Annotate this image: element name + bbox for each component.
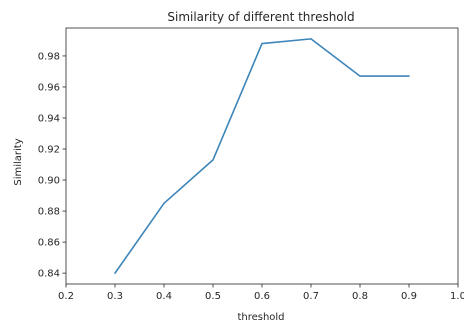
x-tick-label: 0.8 xyxy=(352,291,368,302)
plot-frame xyxy=(65,27,459,285)
chart-title: Similarity of different threshold xyxy=(167,10,354,24)
y-tick-label: 0.86 xyxy=(38,238,60,249)
series-line xyxy=(114,38,410,274)
y-tick-label: 0.92 xyxy=(38,145,60,156)
x-tick-label: 0.9 xyxy=(401,291,417,302)
y-tick-label: 0.96 xyxy=(38,82,60,93)
y-tick-label: 0.88 xyxy=(38,207,60,218)
y-tick-label: 0.94 xyxy=(38,113,60,124)
x-tick-label: 0.7 xyxy=(303,291,319,302)
x-axis-label: threshold xyxy=(237,312,284,323)
x-tick-label: 0.5 xyxy=(205,291,221,302)
y-axis-label: Similarity xyxy=(13,138,24,185)
y-tick-label: 0.98 xyxy=(38,51,60,62)
plot-layer: 0.2 0.3 0.4 0.5 0.6 0.7 0.8 0.9 1.0 0.84 0.86 0.88 0… xyxy=(38,27,464,302)
y-tick-label: 0.90 xyxy=(38,176,60,187)
x-tick-label: 0.2 xyxy=(58,291,74,302)
x-tick-label: 1.0 xyxy=(450,291,464,302)
x-tick-label: 0.4 xyxy=(156,291,172,302)
y-tick-label: 0.84 xyxy=(38,269,60,280)
x-tick-label: 0.6 xyxy=(254,291,270,302)
x-tick-label: 0.3 xyxy=(107,291,123,302)
